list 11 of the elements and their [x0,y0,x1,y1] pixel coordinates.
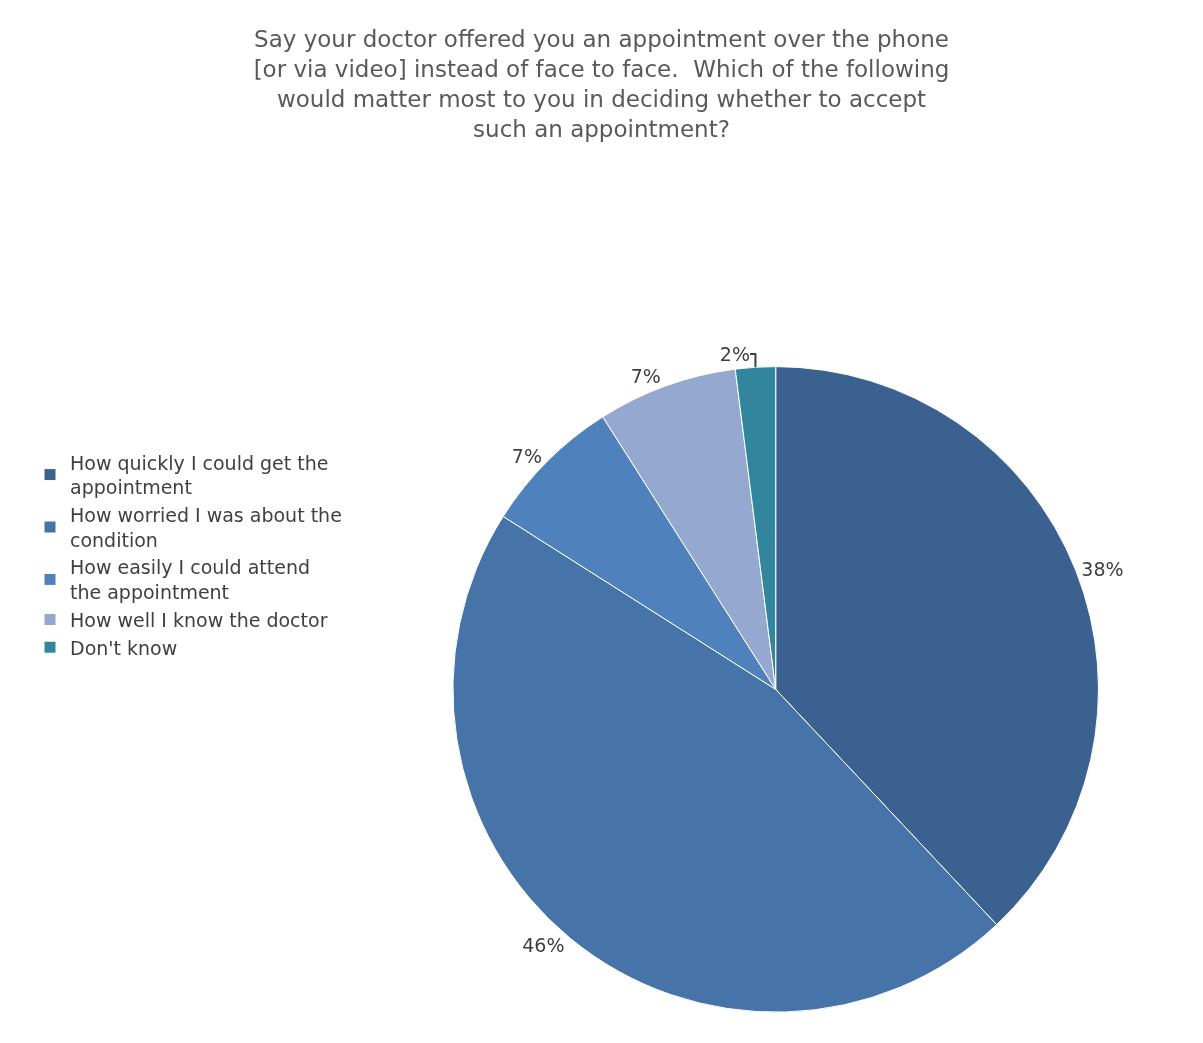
legend-label: Don't know [70,636,178,659]
data-label: 7% [511,444,542,467]
data-label: 46% [522,933,565,956]
legend-label: How easily I could attend the appointment [70,556,311,604]
data-label: 2% [719,342,750,365]
data-label: 38% [1081,558,1124,581]
data-label: 7% [630,364,661,387]
legend-label: How worried I was about the condition [70,504,342,551]
chart-title: Say your doctor offered you an appointment over the phone [or via video] instead of face to face. Which of the following would matter most to you in deciding whether to accept such an appointment? [253,25,950,142]
legend-label: How quickly I could get the appointment [70,451,329,499]
legend-label: How well I know the doctor [70,608,328,631]
